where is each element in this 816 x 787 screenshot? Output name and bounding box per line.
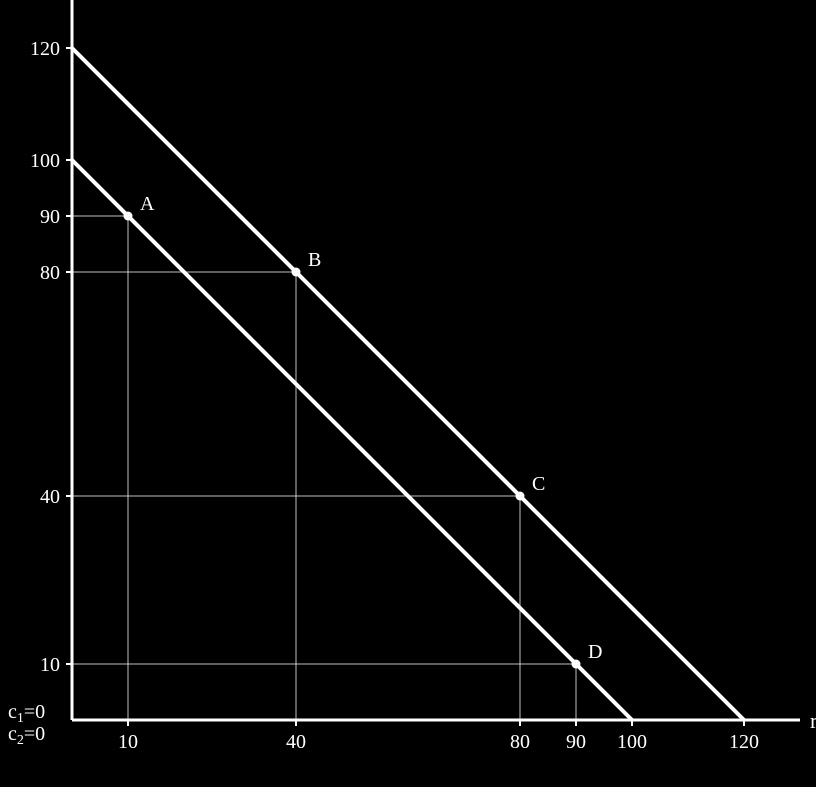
y-tick-label: 90 [40, 206, 60, 228]
x-axis-label: r1 [810, 708, 816, 736]
y-tick-label: 40 [40, 486, 60, 508]
point-d [572, 660, 581, 669]
chart-canvas: 1040809010012010408090100120r1r2c1=0c2=0… [0, 0, 816, 787]
point-label-b: B [308, 249, 321, 271]
point-label-a: A [140, 193, 155, 215]
y-tick-label: 100 [30, 150, 60, 172]
point-a [124, 212, 133, 221]
x-tick-label: 80 [510, 731, 530, 753]
point-label-c: C [532, 473, 545, 495]
y-tick-label: 80 [40, 262, 60, 284]
x-tick-label: 120 [729, 731, 759, 753]
point-c [516, 492, 525, 501]
point-b [292, 268, 301, 277]
y-tick-label: 120 [30, 38, 60, 60]
x-tick-label: 90 [566, 731, 586, 753]
x-tick-label: 100 [617, 731, 647, 753]
x-tick-label: 10 [118, 731, 138, 753]
y-tick-label: 10 [40, 654, 60, 676]
x-tick-label: 40 [286, 731, 306, 753]
origin-label-c2: c2=0 [8, 723, 45, 748]
point-label-d: D [588, 641, 602, 663]
